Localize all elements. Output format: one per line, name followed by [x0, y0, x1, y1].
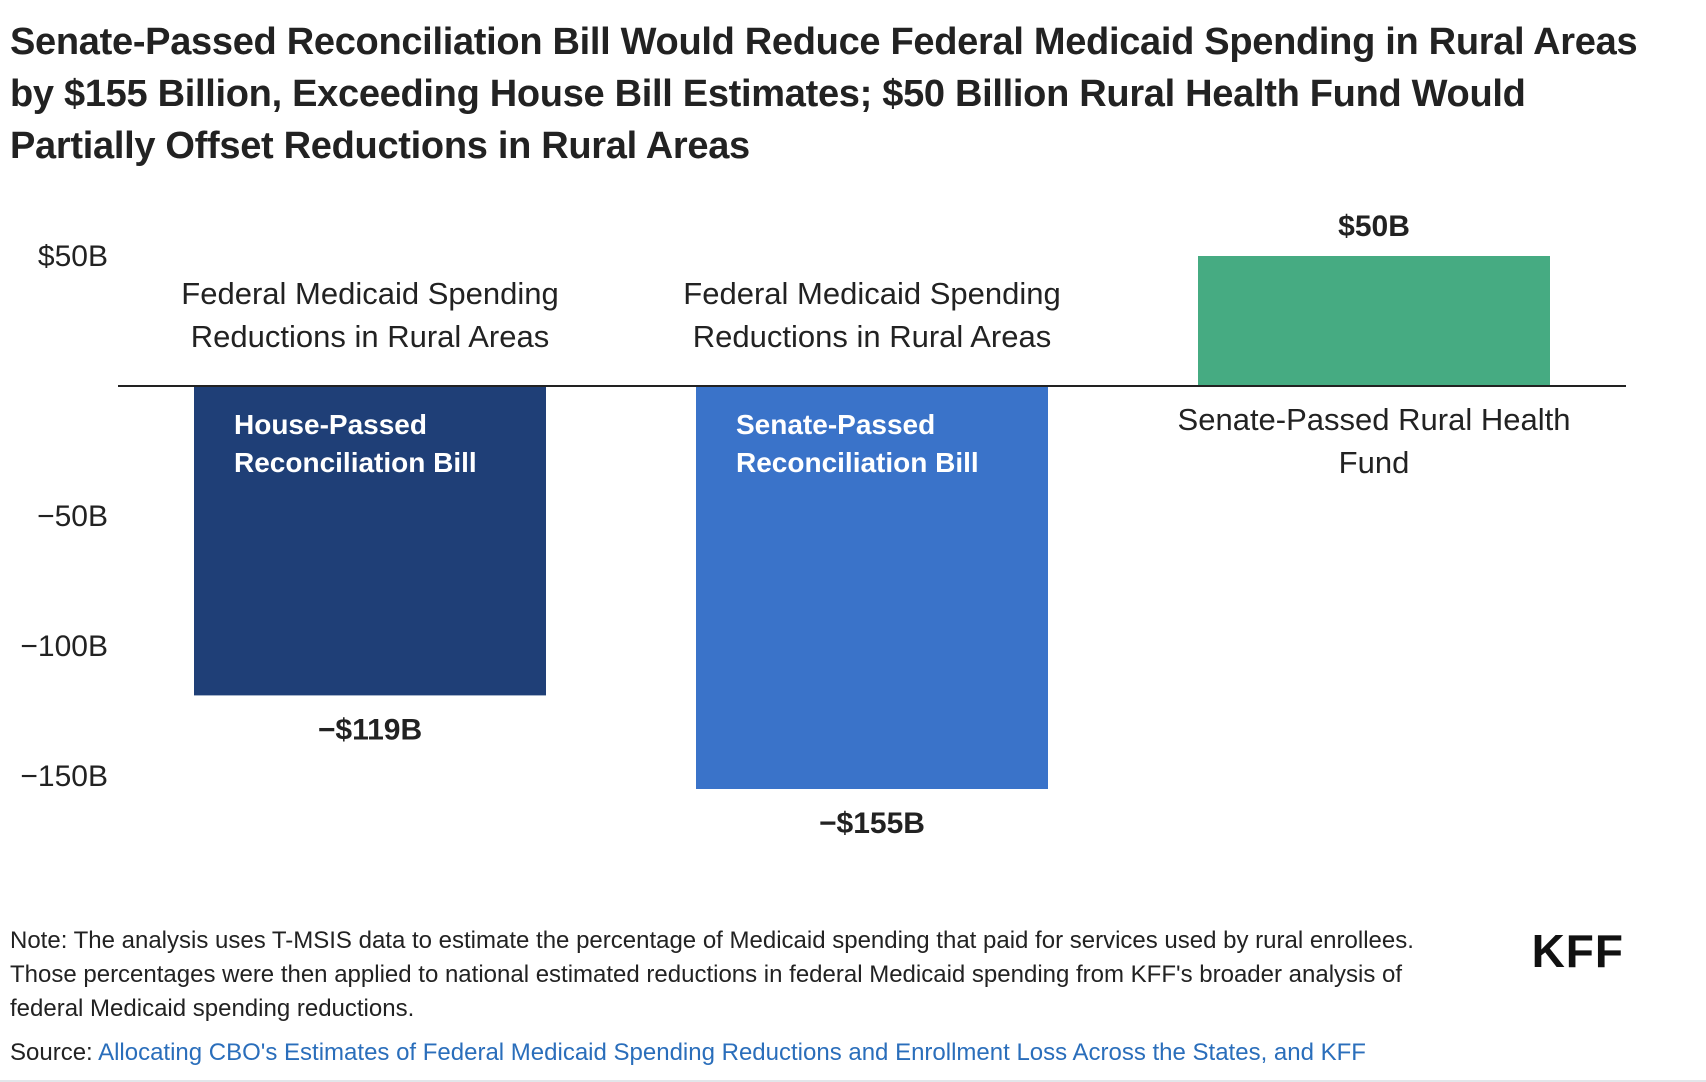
- bars-group: [194, 256, 1550, 789]
- bar-category-label: Fund: [1339, 445, 1410, 480]
- source-label: Source:: [10, 1039, 99, 1066]
- y-tick-label: −50B: [37, 500, 108, 533]
- bar-3: [1198, 256, 1550, 386]
- bar-value-label: $50B: [1338, 210, 1410, 243]
- bar-value-label: −$155B: [819, 807, 925, 840]
- bar-category-label: Reductions in Rural Areas: [693, 319, 1051, 354]
- bar-inner-label: House-Passed: [234, 409, 427, 440]
- kff-logo: KFF: [1531, 925, 1624, 977]
- bar-category-label: Federal Medicaid Spending: [683, 276, 1060, 311]
- bar-2: [696, 386, 1048, 789]
- bar-category-label: Federal Medicaid Spending: [181, 276, 558, 311]
- bar-1: [194, 386, 546, 696]
- chart-source: Source: Allocating CBO's Estimates of Fe…: [10, 1036, 1610, 1070]
- bar-value-label: −$119B: [318, 713, 422, 746]
- bar-inner-label: Reconciliation Bill: [736, 447, 979, 478]
- bar-inner-label: Senate-Passed: [736, 409, 935, 440]
- y-tick-label: −150B: [20, 760, 108, 793]
- y-tick-label: −100B: [20, 630, 108, 663]
- chart-note: Note: The analysis uses T-MSIS data to e…: [10, 927, 1414, 1022]
- chart-title: Senate-Passed Reconciliation Bill Would …: [10, 21, 1638, 167]
- bar-category-label: Reductions in Rural Areas: [191, 319, 549, 354]
- bar-inner-label: Reconciliation Bill: [234, 447, 477, 478]
- source-link[interactable]: Allocating CBO's Estimates of Federal Me…: [98, 1039, 1366, 1066]
- bottom-divider: [0, 1080, 1706, 1082]
- y-axis-tick-labels: $50B −50B −100B −150B: [20, 240, 108, 793]
- bar-chart: $50B −50B −100B −150B −$119B Federal Medicai…: [20, 210, 1626, 840]
- bar-category-label: Senate-Passed Rural Health: [1178, 402, 1571, 437]
- y-tick-label: $50B: [38, 240, 108, 273]
- bar-labels-group: −$119B Federal Medicaid Spending Reduction…: [181, 210, 1570, 840]
